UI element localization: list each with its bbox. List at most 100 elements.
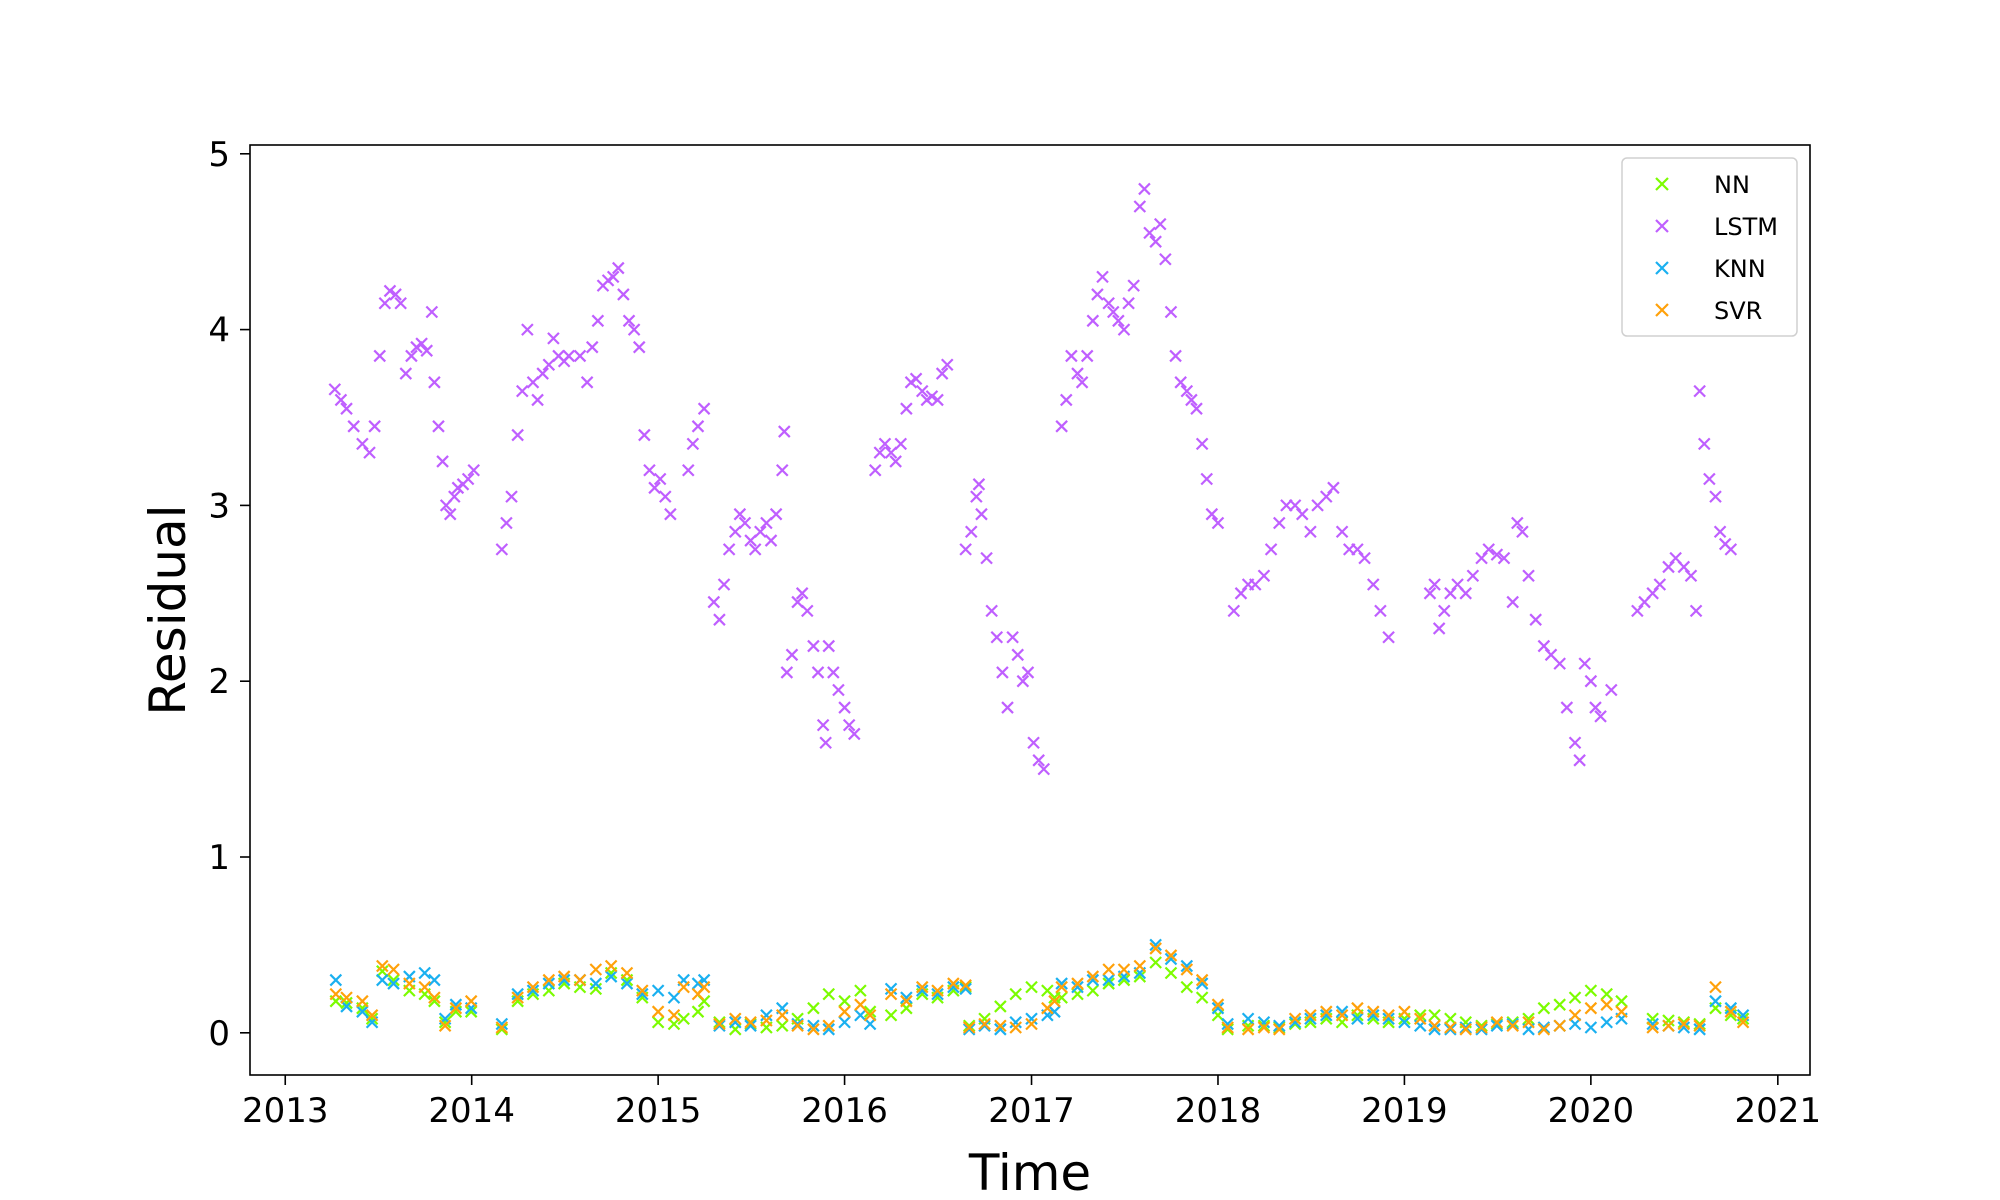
data-point [738,516,752,530]
data-point [1009,987,1022,1001]
data-point [589,963,603,976]
x-tick-label: 2018 [1175,1091,1262,1131]
data-point [591,314,605,328]
data-point [1195,973,1209,987]
data-point [1127,279,1140,292]
data-point [1149,235,1162,248]
data-point [428,994,441,1008]
data-point [1335,525,1349,539]
data-point [389,288,402,301]
data-point [868,463,882,477]
data-point [1221,1023,1234,1036]
data-point [329,973,343,987]
data-point [744,1019,757,1033]
data-point [1102,977,1115,990]
data-point [1096,270,1109,284]
data-point [972,478,986,491]
data-point [467,463,481,477]
data-point [425,305,439,319]
data-point [1475,1021,1488,1034]
y-tick-label: 5 [208,135,230,175]
data-point [748,543,762,556]
data-point [791,1019,804,1033]
data-point [1709,994,1722,1008]
data-point [340,991,353,1004]
data-point [1195,437,1209,451]
data-point [1055,420,1068,433]
data-point [557,970,571,983]
data-point [1086,973,1100,987]
data-point [940,358,954,372]
legend-item: NN [1655,171,1750,199]
data-point [1117,323,1131,336]
data-point [775,1008,789,1022]
data-point [1319,1005,1333,1018]
data-point [1366,578,1380,591]
data-point [819,736,832,750]
data-point [848,727,861,741]
data-point [1149,956,1162,969]
data-point [1490,1017,1504,1031]
data-point [1288,499,1302,512]
data-point [795,587,809,600]
data-point [1164,949,1178,962]
data-point [970,490,983,503]
data-point [931,984,944,997]
data-point [1459,1023,1472,1036]
data-point [775,1019,789,1033]
data-point [1075,376,1089,389]
data-point [632,340,646,354]
data-point [1304,1008,1317,1022]
data-point [1143,226,1156,240]
data-point [526,376,540,389]
data-point [1537,639,1551,653]
data-point [526,980,540,994]
data-point [1065,349,1078,363]
data-point [340,402,353,415]
data-point [1428,1008,1441,1022]
data-point [526,984,540,997]
data-point [1366,1008,1380,1022]
data-point [1689,604,1703,618]
data-point [1159,252,1172,266]
data-point [667,991,681,1004]
data-point [1693,1023,1706,1036]
legend-label: KNN [1714,255,1766,283]
data-point [1537,1023,1551,1036]
x-tick-label: 2015 [615,1091,702,1131]
data-point [894,437,908,451]
data-point [1264,543,1278,556]
data-point [368,420,381,433]
data-point [1382,1008,1395,1022]
data-point [495,1021,509,1034]
data-point [521,323,534,336]
data-point [1459,587,1472,600]
data-point [1055,977,1068,990]
data-point [464,1005,478,1018]
data-point [1138,182,1151,196]
data-point [651,1015,665,1029]
data-point [1025,1012,1038,1026]
data-point [691,420,705,433]
data-point [1112,314,1125,328]
data-point [328,383,342,396]
data-point [1211,998,1225,1011]
data-point [1009,1021,1022,1034]
data-point [915,384,929,398]
data-point [399,367,413,380]
data-point [1102,296,1115,310]
data-point [531,393,544,407]
data-point [975,507,988,521]
data-point [854,1008,867,1022]
data-point [511,991,524,1004]
legend: NN LSTM KNN SVR [1621,157,1798,337]
legend-label: SVR [1714,297,1762,325]
data-point [1594,710,1607,723]
data-point [428,991,441,1004]
data-marks [328,182,1750,1036]
data-point [1578,657,1592,670]
data-point [1190,402,1203,415]
data-point [1009,1015,1022,1029]
data-point [1600,998,1613,1011]
data-point [1736,1012,1750,1026]
